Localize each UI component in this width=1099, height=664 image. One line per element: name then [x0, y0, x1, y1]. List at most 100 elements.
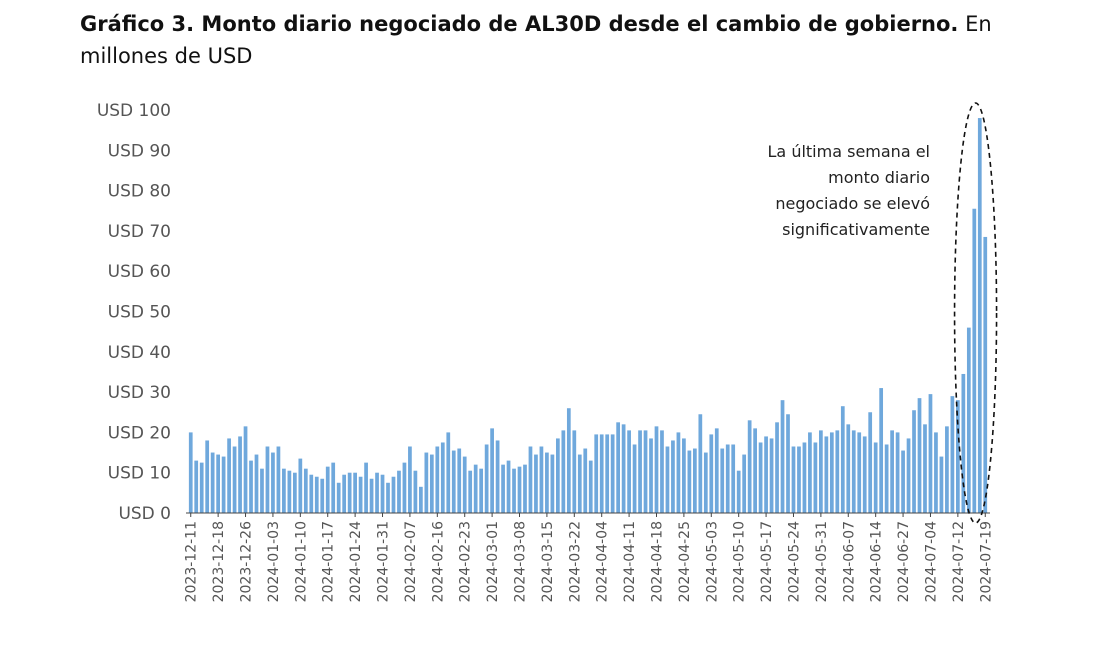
bar: [413, 470, 418, 513]
y-tick-label: USD 70: [108, 222, 171, 242]
bar: [939, 456, 944, 513]
bar: [271, 452, 275, 513]
bar: [791, 446, 796, 513]
bar: [725, 444, 730, 513]
bar: [610, 434, 615, 513]
bar: [643, 430, 648, 513]
bar: [698, 414, 703, 513]
bar: [928, 394, 933, 513]
x-tick-label: 2024-05-03: [704, 521, 720, 602]
x-tick-label: 2024-06-14: [869, 521, 885, 602]
bar: [665, 446, 670, 513]
bar: [638, 430, 642, 513]
bar: [692, 448, 697, 513]
bar: [572, 430, 577, 513]
bar: [429, 454, 434, 513]
bar: [375, 472, 379, 513]
bar: [282, 468, 286, 513]
bar: [473, 464, 478, 513]
bar: [512, 468, 516, 513]
x-tick-label: 2024-04-11: [622, 521, 638, 602]
bar: [654, 426, 659, 513]
bar: [227, 438, 231, 513]
bar: [528, 446, 533, 513]
y-tick-label: USD 60: [108, 262, 171, 282]
x-axis: 2023-12-11 2023-12-18 2023-12-26 2024-01-03…: [184, 513, 994, 602]
bar: [408, 446, 412, 513]
bar: [397, 470, 401, 513]
bar: [457, 448, 462, 513]
bar: [232, 446, 237, 513]
bar: [599, 434, 604, 513]
bar: [249, 460, 253, 513]
x-tick-label: 2024-04-18: [649, 521, 665, 602]
bar: [714, 428, 719, 513]
bar: [857, 432, 862, 513]
bar: [703, 452, 708, 513]
x-tick-label: 2024-03-08: [513, 521, 529, 602]
bar: [265, 446, 270, 513]
bar: [873, 442, 878, 513]
x-tick-label: 2024-05-24: [786, 521, 802, 602]
bar: [451, 450, 456, 513]
bar: [956, 400, 960, 513]
bar: [490, 428, 494, 513]
bar: [972, 208, 977, 514]
bar: [325, 466, 330, 513]
bar: [210, 452, 215, 513]
bar: [808, 432, 812, 513]
bar: [435, 446, 440, 513]
bar: [462, 456, 467, 513]
x-tick-label: 2024-07-12: [951, 521, 967, 602]
bar: [829, 432, 834, 513]
chart-title-rest: En millones de USD: [80, 12, 992, 68]
bar: [961, 373, 966, 513]
bar: [819, 430, 823, 513]
y-tick-label: USD 80: [108, 182, 171, 202]
bar: [347, 472, 352, 513]
bar: [353, 472, 357, 513]
bar: [731, 444, 736, 513]
x-tick-label: 2024-01-17: [321, 521, 337, 602]
bar: [523, 464, 527, 513]
y-tick-label: USD 100: [97, 101, 171, 121]
bar: [649, 438, 653, 513]
bar: [786, 414, 790, 513]
bar: [495, 440, 500, 513]
bar: [298, 458, 303, 513]
bar: [917, 398, 922, 513]
bar: [950, 396, 955, 513]
bar: [260, 468, 264, 513]
highlight-ellipse: [953, 102, 998, 524]
bar: [588, 460, 593, 513]
bar: [386, 482, 390, 513]
annotation-line: negociado se elevó: [775, 194, 930, 213]
x-tick-label: 2024-06-27: [896, 521, 912, 602]
bar: [879, 388, 884, 513]
bar: [912, 410, 916, 513]
bar: [314, 476, 319, 513]
bar: [419, 486, 423, 513]
bar: [753, 428, 757, 513]
bar: [292, 472, 297, 513]
bar: [556, 438, 560, 513]
bar: [243, 426, 248, 513]
bar: [534, 454, 538, 513]
bar: [468, 470, 473, 513]
bar: [254, 454, 259, 513]
bar: [840, 406, 845, 513]
bar: [906, 438, 911, 513]
bar: [983, 236, 988, 513]
bar: [424, 452, 429, 513]
bar: [545, 452, 549, 513]
bar: [945, 426, 949, 513]
bar: [627, 430, 631, 513]
bar: [577, 454, 582, 513]
bar: [320, 478, 325, 513]
bar: [501, 464, 505, 513]
bar: [676, 432, 681, 513]
bar: [764, 436, 768, 513]
bar: [775, 422, 779, 513]
bar: [709, 434, 714, 513]
